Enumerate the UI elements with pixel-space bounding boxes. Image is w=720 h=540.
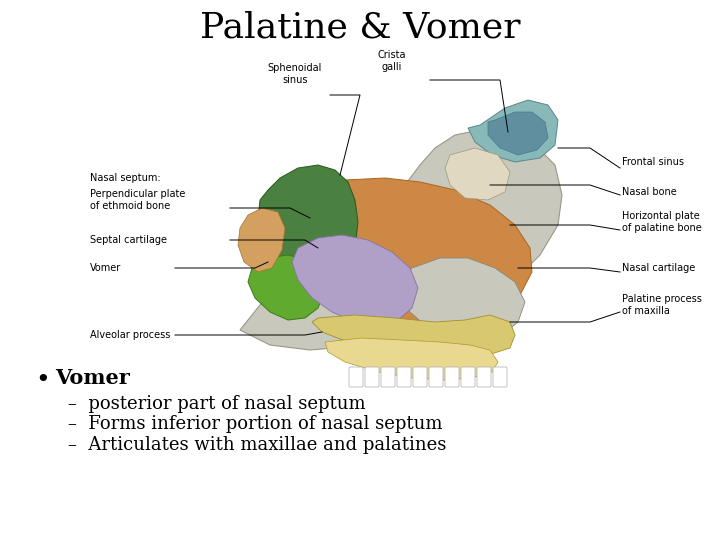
Text: Crista
galli: Crista galli — [378, 50, 406, 72]
Text: Perpendicular plate
of ethmoid bone: Perpendicular plate of ethmoid bone — [90, 189, 185, 211]
FancyBboxPatch shape — [365, 367, 379, 387]
Text: –  posterior part of nasal septum: – posterior part of nasal septum — [68, 395, 366, 413]
Text: Vomer: Vomer — [90, 263, 121, 273]
Text: Vomer: Vomer — [55, 368, 130, 388]
FancyBboxPatch shape — [397, 367, 411, 387]
FancyBboxPatch shape — [445, 367, 459, 387]
Polygon shape — [468, 100, 558, 162]
Polygon shape — [325, 338, 498, 380]
Polygon shape — [238, 208, 285, 272]
Polygon shape — [402, 258, 525, 340]
Text: Septal cartilage: Septal cartilage — [90, 235, 167, 245]
Polygon shape — [248, 255, 325, 320]
FancyBboxPatch shape — [349, 367, 363, 387]
FancyBboxPatch shape — [461, 367, 475, 387]
Text: Sphenoidal
sinus: Sphenoidal sinus — [268, 63, 322, 85]
FancyBboxPatch shape — [381, 367, 395, 387]
Text: Nasal septum:: Nasal septum: — [90, 173, 161, 183]
FancyBboxPatch shape — [493, 367, 507, 387]
FancyBboxPatch shape — [429, 367, 443, 387]
Polygon shape — [240, 130, 562, 350]
FancyBboxPatch shape — [477, 367, 491, 387]
Text: Palatine & Vomer: Palatine & Vomer — [199, 11, 521, 45]
Text: –  Forms inferior portion of nasal septum: – Forms inferior portion of nasal septum — [68, 415, 443, 433]
FancyBboxPatch shape — [413, 367, 427, 387]
Text: Palatine process
of maxilla: Palatine process of maxilla — [622, 294, 702, 316]
Polygon shape — [292, 235, 418, 325]
Text: Nasal bone: Nasal bone — [622, 187, 677, 197]
Polygon shape — [488, 112, 548, 155]
Text: Nasal cartilage: Nasal cartilage — [622, 263, 696, 273]
Polygon shape — [258, 165, 358, 285]
Text: Alveolar process: Alveolar process — [90, 330, 171, 340]
Text: –  Articulates with maxillae and palatines: – Articulates with maxillae and palatine… — [68, 436, 446, 454]
Text: Horizontal plate
of palatine bone: Horizontal plate of palatine bone — [622, 211, 702, 233]
Polygon shape — [445, 148, 510, 200]
Polygon shape — [312, 315, 515, 358]
Text: •: • — [35, 368, 50, 392]
Polygon shape — [295, 178, 532, 328]
Text: Frontal sinus: Frontal sinus — [622, 157, 684, 167]
